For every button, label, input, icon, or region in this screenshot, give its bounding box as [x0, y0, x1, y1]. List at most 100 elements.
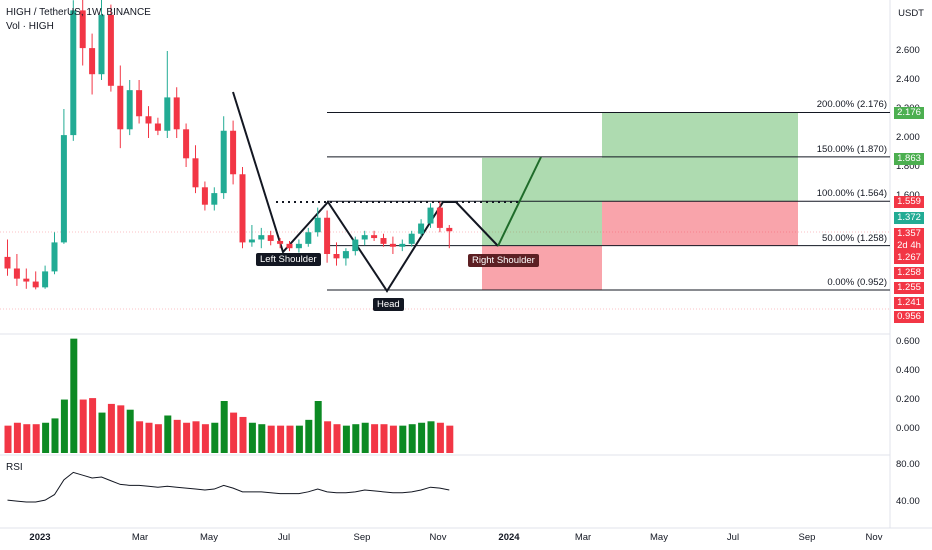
volume-bar [305, 419, 313, 453]
volume-bar [4, 425, 12, 453]
symbol-title[interactable]: HIGH / TetherUS, 1W, BINANCE [6, 7, 151, 18]
volume-bar [314, 401, 322, 453]
volume-bar [342, 425, 350, 453]
candle-body [192, 158, 199, 188]
projection-line [497, 156, 542, 247]
time-axis-tick: Jul [277, 532, 291, 543]
volume-bar [89, 398, 97, 453]
rsi-line [7, 471, 450, 503]
time-axis-tick: Jul [726, 532, 740, 543]
candle-body [136, 90, 143, 117]
candle-body [371, 235, 378, 239]
price-axis-tick: 0.000 [896, 423, 920, 434]
volume-bar [333, 424, 341, 453]
candle-body [446, 227, 453, 232]
volume-bar [239, 416, 247, 453]
volume-bar [408, 424, 416, 453]
time-axis-tick: Sep [353, 532, 371, 543]
candle-body [145, 116, 152, 124]
candle-body [248, 239, 255, 243]
candle-body [305, 232, 312, 244]
volume-bar [371, 424, 379, 453]
price-axis-tick: 1.800 [896, 161, 920, 172]
volume-bar [107, 403, 115, 453]
stop-zone-2 [602, 201, 798, 246]
volume-bar [79, 399, 87, 453]
candle-body [258, 235, 265, 240]
volume-bar [380, 424, 388, 453]
volume-bar [352, 424, 360, 453]
candle-body [164, 97, 171, 131]
price-axis-tick: 2.600 [896, 45, 920, 56]
candle-body [4, 256, 11, 269]
volume-bar [286, 425, 294, 453]
price-axis-tick: 0.200 [896, 394, 920, 405]
price-label: 1.258 [894, 267, 924, 279]
volume-bar [220, 401, 228, 453]
candle-body [436, 207, 443, 228]
price-label: 2d 4h [894, 240, 924, 252]
volume-bar [192, 421, 200, 453]
volume-bar [136, 421, 144, 453]
candle-body [230, 130, 237, 175]
candle-body [211, 193, 218, 205]
rsi-legend[interactable]: RSI [6, 462, 23, 473]
volume-bar [117, 405, 125, 453]
candle-body [70, 10, 77, 136]
candle-body [427, 207, 434, 224]
volume-legend[interactable]: Vol · HIGH [6, 21, 54, 32]
time-axis-tick: 2024 [498, 532, 520, 543]
volume-bar [173, 419, 181, 453]
candle-body [42, 271, 49, 288]
candle-body [220, 130, 227, 194]
candle-body [389, 243, 396, 247]
time-axis-tick: May [650, 532, 668, 543]
fib-label: 200.00% (2.176) [816, 99, 887, 111]
candle-body [333, 254, 340, 259]
right-shoulder-tag: Right Shoulder [468, 254, 539, 267]
volume-bar [361, 422, 369, 453]
volume-bar [418, 422, 426, 453]
fib-label: 0.00% (0.952) [827, 276, 887, 288]
candle-body [267, 235, 274, 241]
candle-body [32, 281, 39, 288]
volume-bar [295, 425, 303, 453]
price-label: 1.255 [894, 282, 924, 294]
fib-label: 150.00% (1.870) [816, 143, 887, 155]
candle-body [418, 223, 425, 234]
candle-body [117, 85, 124, 130]
volume-bar [60, 399, 68, 453]
volume-bar [258, 424, 266, 453]
price-axis-tick: 2.000 [896, 132, 920, 143]
price-axis-tick: 0.400 [896, 365, 920, 376]
volume-bar [277, 425, 285, 453]
volume-bar [427, 421, 435, 453]
fib-label: 100.00% (1.564) [816, 188, 887, 200]
price-axis-tick: 2.400 [896, 74, 920, 85]
price-label: 1.559 [894, 196, 924, 208]
candle-body [380, 238, 387, 244]
volume-bar [267, 425, 275, 453]
candle-body [324, 217, 331, 254]
candle-body [399, 243, 406, 247]
time-axis-tick: Sep [798, 532, 816, 543]
currency-label[interactable]: USDT [898, 8, 924, 19]
volume-bar [98, 412, 106, 453]
volume-bar [145, 422, 153, 453]
volume-bar [13, 422, 21, 453]
volume-bar [230, 412, 238, 453]
price-axis-tick: 40.00 [896, 496, 920, 507]
candle-body [107, 14, 114, 86]
time-axis-tick: May [200, 532, 218, 543]
candle-body [201, 187, 208, 205]
candle-body [342, 251, 349, 259]
price-axis-tick: 1.600 [896, 190, 920, 201]
candle-body [89, 48, 96, 75]
candle-body [408, 233, 415, 244]
candle-body [173, 97, 180, 130]
stop-zone-1 [482, 245, 602, 290]
volume-bar [154, 424, 162, 453]
volume-bar [32, 424, 40, 453]
time-axis-tick: Mar [574, 532, 592, 543]
